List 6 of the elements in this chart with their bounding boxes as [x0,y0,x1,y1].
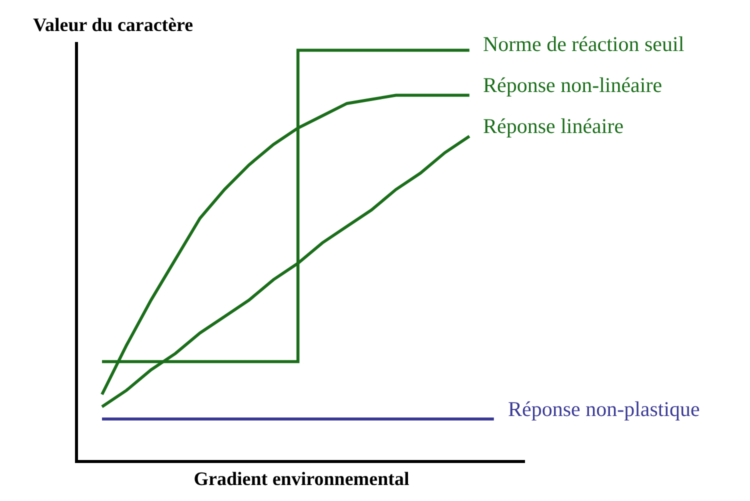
series-label: Norme de réaction seuil [483,32,684,56]
y-axis-title: Valeur du caractère [33,15,194,36]
series-label: Réponse non-linéaire [483,73,662,97]
x-axis-title: Gradient environnemental [194,469,410,490]
series-label: Réponse non-plastique [508,397,700,421]
series-label: Réponse linéaire [483,114,624,138]
